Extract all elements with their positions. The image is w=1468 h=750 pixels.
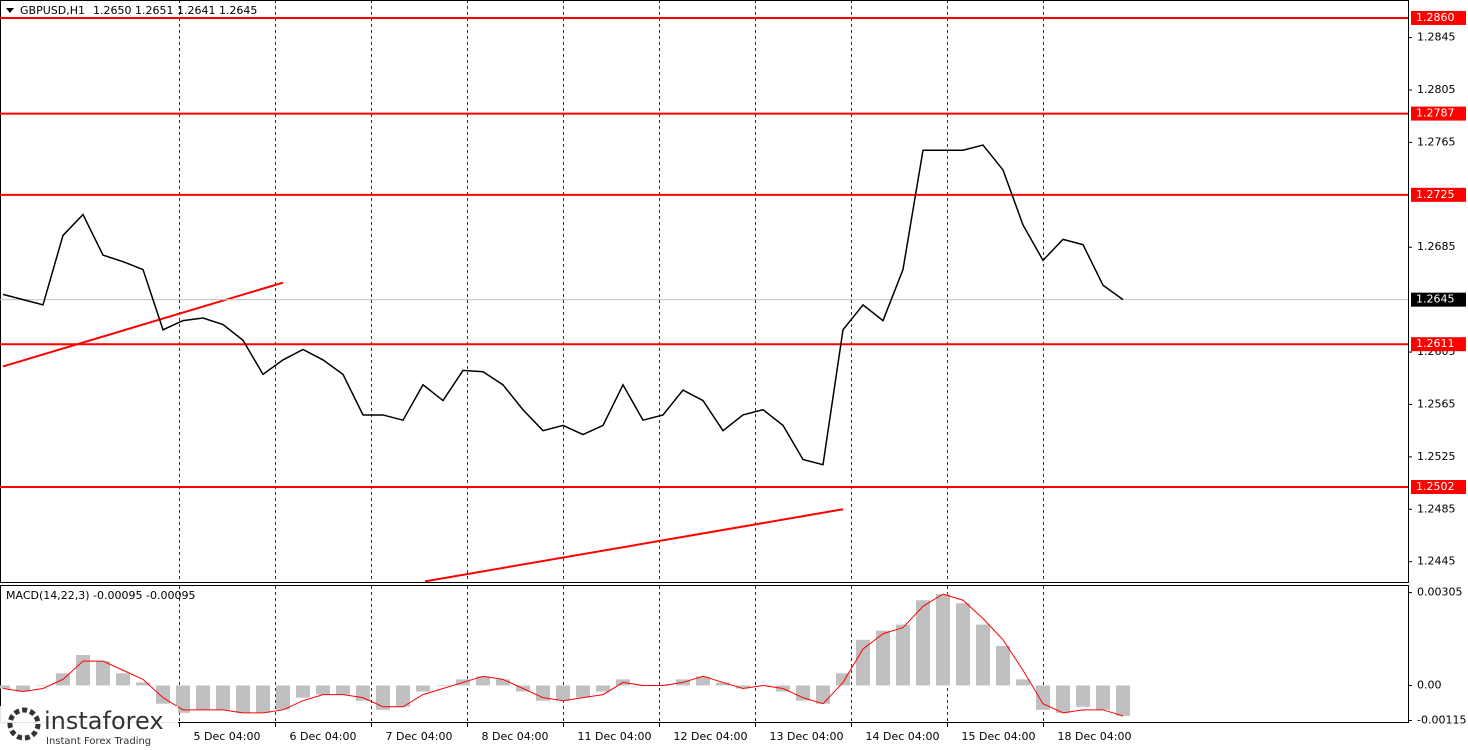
price-line <box>2 144 1124 466</box>
macd-bar <box>16 685 30 692</box>
macd-frame <box>0 585 1409 723</box>
macd-bar <box>856 639 870 686</box>
watermark-tagline: Instant Forex Trading <box>46 736 151 747</box>
macd-bar <box>116 673 130 686</box>
watermark: instaforex Instant Forex Trading <box>0 706 178 750</box>
macd-bar <box>76 655 90 686</box>
x-tick-label: 14 Dec 04:00 <box>866 730 940 743</box>
signal-line <box>2 593 1124 717</box>
y-tick-label: 1.2485 <box>1417 502 1456 515</box>
trendline <box>2 281 284 368</box>
macd-bar <box>196 685 210 710</box>
level-box <box>1411 187 1466 202</box>
y-tick-label: 1.2845 <box>1417 31 1456 44</box>
macd-bar <box>96 661 110 686</box>
macd-bar <box>296 685 310 698</box>
y-tick-label: -0.00115 <box>1417 713 1466 726</box>
trendline <box>424 508 844 583</box>
price-frame <box>0 0 1409 583</box>
macd-bar <box>976 624 990 686</box>
macd-bar <box>216 685 230 710</box>
x-tick-label: 5 Dec 04:00 <box>194 730 261 743</box>
macd-bar <box>796 685 810 701</box>
y-tick-label: 1.2445 <box>1417 555 1456 568</box>
y-tick-label: 1.2765 <box>1417 135 1456 148</box>
y-tick-label: 0.00 <box>1417 678 1442 691</box>
macd-bar <box>396 685 410 707</box>
x-tick-label: 12 Dec 04:00 <box>674 730 748 743</box>
macd-bar <box>496 679 510 686</box>
macd-title: MACD(14,22,3) -0.00095 -0.00095 <box>6 589 195 602</box>
x-tick-label: 13 Dec 04:00 <box>770 730 844 743</box>
macd-bar <box>736 685 750 689</box>
level-label: 1.2502 <box>1416 480 1455 493</box>
y-tick-label: 1.2565 <box>1417 397 1456 410</box>
x-tick-label: 15 Dec 04:00 <box>962 730 1036 743</box>
x-tick-label: 8 Dec 04:00 <box>482 730 549 743</box>
y-tick-label: 0.00305 <box>1417 586 1463 599</box>
symbol: GBPUSD,H1 <box>20 4 85 17</box>
current-price-label: 1.2645 <box>1416 293 1455 306</box>
x-tick-label: 6 Dec 04:00 <box>290 730 357 743</box>
x-tick-label: 18 Dec 04:00 <box>1058 730 1132 743</box>
macd-bar <box>236 685 250 713</box>
macd-bar <box>1076 685 1090 707</box>
level-label: 1.2787 <box>1416 107 1455 120</box>
macd-bar <box>576 685 590 698</box>
macd-bar <box>716 682 730 686</box>
macd-bar <box>1036 685 1050 710</box>
current-price-box <box>1411 292 1466 307</box>
level-box <box>1411 10 1466 25</box>
y-tick-label: 1.2805 <box>1417 83 1456 96</box>
macd-bar <box>1096 685 1110 710</box>
macd-bar <box>536 685 550 701</box>
chart-title: GBPUSD,H1 1.2650 1.2651 1.2641 1.2645 <box>20 4 257 17</box>
macd-bar <box>696 676 710 686</box>
level-box <box>1411 480 1466 495</box>
macd-bar <box>956 603 970 686</box>
macd-bar <box>256 685 270 713</box>
macd-bar <box>1056 685 1070 713</box>
y-tick-label: 1.2685 <box>1417 240 1456 253</box>
watermark-name: instaforex <box>44 707 164 735</box>
level-box <box>1411 106 1466 121</box>
macd-bar <box>376 685 390 710</box>
macd-bar <box>336 685 350 695</box>
level-label: 1.2860 <box>1416 11 1455 24</box>
macd-bar <box>596 685 610 692</box>
macd-bar <box>356 685 370 701</box>
macd-bar <box>416 685 430 692</box>
macd-bar <box>476 676 490 686</box>
dropdown-icon <box>6 8 14 13</box>
level-label: 1.2725 <box>1416 188 1455 201</box>
macd-bar <box>276 685 290 710</box>
macd-bar <box>436 685 450 686</box>
macd-bar <box>936 594 950 686</box>
macd-bar <box>556 685 570 701</box>
macd-bar <box>36 685 50 686</box>
macd-bar <box>876 630 890 686</box>
macd-bar <box>156 685 170 704</box>
macd-bar <box>996 645 1010 686</box>
macd-bar <box>1116 685 1130 716</box>
y-tick-label: 1.2525 <box>1417 450 1456 463</box>
macd-bar <box>176 685 190 713</box>
ohlc: 1.2650 1.2651 1.2641 1.2645 <box>93 4 257 17</box>
level-box <box>1411 337 1466 352</box>
level-label: 1.2611 <box>1416 337 1455 350</box>
macd-bar <box>316 685 330 695</box>
x-tick-label: 7 Dec 04:00 <box>386 730 453 743</box>
macd-bar <box>916 600 930 686</box>
macd-bar <box>816 685 830 704</box>
watermark-icon <box>7 707 41 741</box>
macd-bar <box>136 682 150 686</box>
x-tick-label: 11 Dec 04:00 <box>578 730 652 743</box>
macd-bar <box>0 685 10 689</box>
macd-bar <box>1016 679 1030 686</box>
macd-bar <box>896 624 910 686</box>
